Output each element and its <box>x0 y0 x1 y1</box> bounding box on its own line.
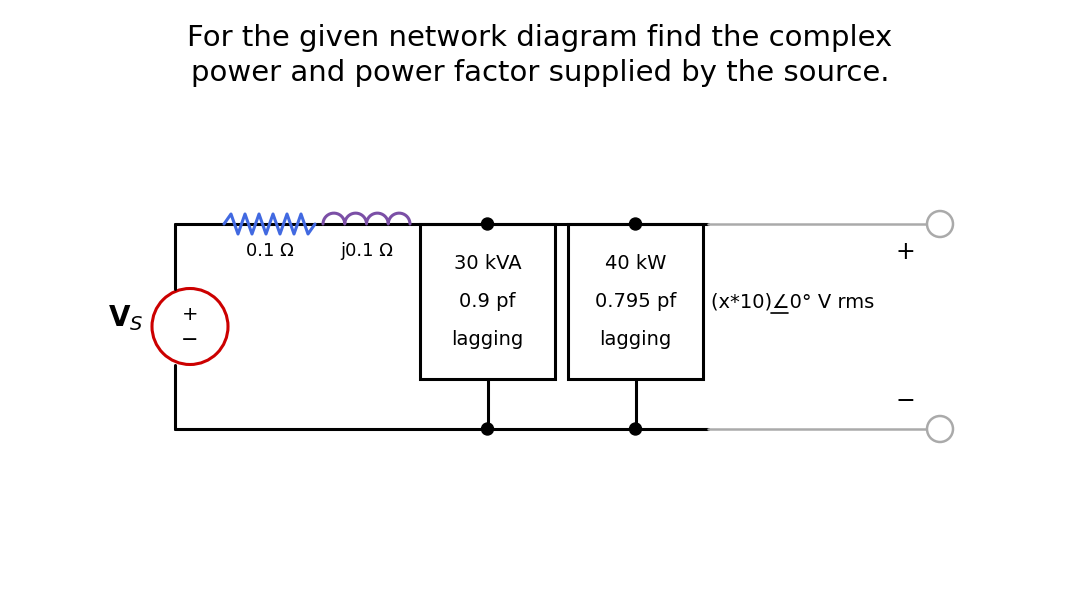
Text: (x*10)∠0° V rms: (x*10)∠0° V rms <box>711 292 874 311</box>
Text: 0.1 Ω: 0.1 Ω <box>245 242 294 260</box>
Text: 0.795 pf: 0.795 pf <box>595 292 676 311</box>
Text: $\mathbf{V}_S$: $\mathbf{V}_S$ <box>108 303 144 333</box>
Text: −: − <box>181 330 199 351</box>
Circle shape <box>482 423 494 435</box>
Bar <box>420 224 555 379</box>
Text: 40 kW: 40 kW <box>605 254 666 273</box>
Bar <box>568 224 703 379</box>
Text: power and power factor supplied by the source.: power and power factor supplied by the s… <box>191 59 889 87</box>
Text: 30 kVA: 30 kVA <box>454 254 522 273</box>
Circle shape <box>482 218 494 230</box>
Text: For the given network diagram find the complex: For the given network diagram find the c… <box>187 24 893 52</box>
Text: j0.1 Ω: j0.1 Ω <box>340 242 393 260</box>
Circle shape <box>630 423 642 435</box>
Text: +: + <box>181 305 199 324</box>
Circle shape <box>630 218 642 230</box>
Text: lagging: lagging <box>599 330 672 349</box>
Text: 0.9 pf: 0.9 pf <box>459 292 516 311</box>
Text: lagging: lagging <box>451 330 524 349</box>
Text: +: + <box>895 240 915 264</box>
Text: −: − <box>895 389 915 413</box>
